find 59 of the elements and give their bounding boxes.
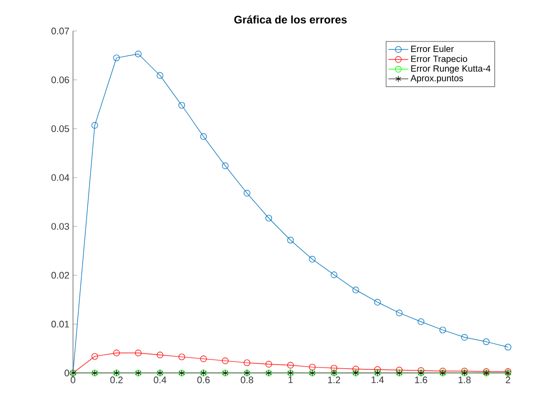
point xyxy=(91,353,98,360)
point xyxy=(352,366,360,372)
point xyxy=(113,54,120,62)
legend-label: Aprox.puntos xyxy=(410,75,464,84)
legend-label: Error Runge Kutta-4 xyxy=(411,65,490,74)
point xyxy=(308,256,316,262)
chart-title: Gráfica de los errores xyxy=(234,15,347,24)
point xyxy=(439,326,446,334)
point xyxy=(178,102,186,109)
point xyxy=(91,122,98,129)
y-tick-label: 0.03 xyxy=(51,223,70,230)
point xyxy=(352,286,360,294)
x-tick-label: 1.4 xyxy=(372,376,384,384)
y-tick-label: 0.01 xyxy=(51,320,70,328)
point xyxy=(287,362,294,368)
x-tick-label: 0.8 xyxy=(240,376,254,384)
point xyxy=(244,359,250,366)
point xyxy=(418,318,424,325)
x-tick-label: 1.6 xyxy=(415,376,428,384)
point xyxy=(418,367,424,374)
x-tick-label: 2 xyxy=(506,376,510,384)
y-tick-label: 0.04 xyxy=(51,174,70,181)
legend-label: Error Euler xyxy=(411,45,454,52)
point xyxy=(330,364,338,372)
y-tick-label: 0.07 xyxy=(51,28,70,34)
x-tick-label: 1 xyxy=(288,376,293,384)
point xyxy=(308,364,316,370)
y-tick-label: 0.06 xyxy=(51,76,70,84)
point xyxy=(287,236,294,244)
point xyxy=(330,271,338,278)
point xyxy=(482,338,490,346)
point xyxy=(374,298,381,306)
y-tick-label: 0 xyxy=(64,370,70,376)
y-tick-label: 0.05 xyxy=(51,125,70,132)
point xyxy=(200,133,207,140)
point xyxy=(265,360,272,368)
point xyxy=(156,72,164,79)
point xyxy=(156,352,164,358)
point xyxy=(222,162,229,170)
x-tick-label: 0.4 xyxy=(154,376,166,384)
point xyxy=(504,344,512,350)
point xyxy=(113,350,120,356)
point xyxy=(265,214,272,222)
point xyxy=(134,50,142,58)
point xyxy=(244,190,250,197)
legend-label: Error Trapecio xyxy=(411,55,468,64)
point xyxy=(200,356,207,362)
point xyxy=(178,354,186,360)
y-tick-label: 0.02 xyxy=(51,272,70,279)
x-tick-label: 1.2 xyxy=(328,376,340,384)
x-tick-label: 1.8 xyxy=(458,376,471,384)
point xyxy=(222,357,229,364)
point xyxy=(396,310,403,316)
point xyxy=(461,334,468,341)
x-tick-label: 0.6 xyxy=(197,376,210,384)
point xyxy=(134,350,142,356)
point xyxy=(396,366,403,374)
x-tick-label: 0 xyxy=(70,376,76,384)
x-tick-label: 0.2 xyxy=(110,376,123,384)
